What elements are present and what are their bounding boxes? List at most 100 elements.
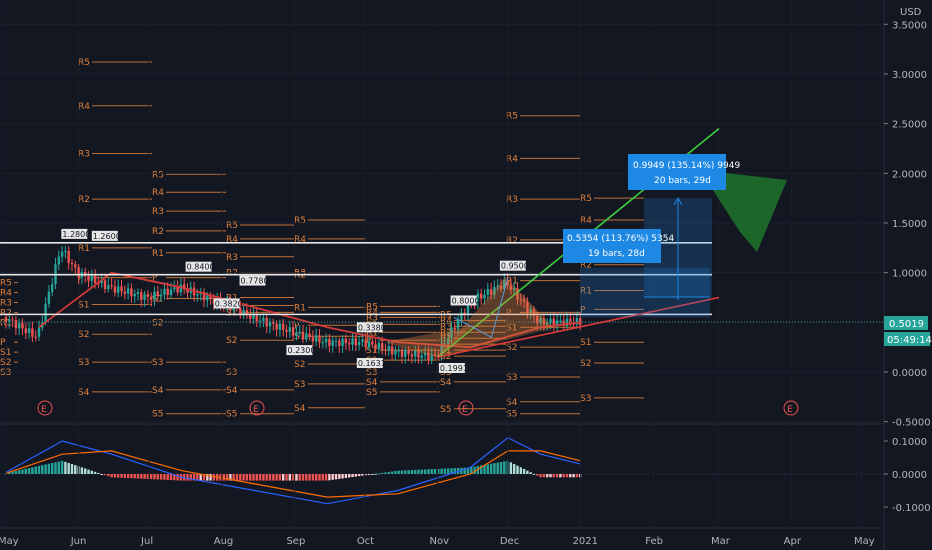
harmonic-pattern[interactable] <box>385 326 472 358</box>
candle-body <box>410 354 414 357</box>
macd-histogram-bar <box>285 474 288 481</box>
pivot-label: P <box>0 338 6 348</box>
macd-histogram-bar <box>84 468 87 474</box>
macd-histogram-bar <box>11 471 14 474</box>
harmonic-pattern[interactable] <box>436 276 554 358</box>
price-badge: 0.3380 <box>358 323 386 332</box>
candle-body <box>242 310 245 316</box>
macd-histogram-bar <box>308 474 311 481</box>
macd-histogram-bar <box>513 463 516 474</box>
price-badge: 0.7780 <box>241 277 269 286</box>
candle-body <box>390 346 394 355</box>
candle-body <box>486 289 489 295</box>
candle-body <box>67 250 70 264</box>
macd-histogram-bar <box>159 474 163 480</box>
candle-body <box>562 320 565 326</box>
measure-box-2[interactable]: 0.5354 (113.76%) 5354 19 bars, 28d <box>563 229 674 263</box>
pivot-label: R3 <box>78 149 90 159</box>
earnings-marker[interactable]: E <box>783 400 799 416</box>
measure-box-1[interactable]: 0.9949 (135.14%) 9949 20 bars, 29d <box>628 154 740 190</box>
candle-body <box>354 338 357 346</box>
macd-histogram-bar <box>489 463 493 474</box>
macd-histogram-bar <box>282 474 285 481</box>
candle-body <box>74 264 77 268</box>
macd-histogram-bar <box>130 474 133 479</box>
target-arrow[interactable] <box>700 170 787 252</box>
candle-body <box>70 263 74 265</box>
pivot-label: R1 <box>294 303 306 313</box>
candle-body <box>407 350 410 355</box>
macd-histogram-bar <box>143 474 146 479</box>
candle-body <box>291 327 295 336</box>
pivot-label: R1 <box>366 328 378 338</box>
pivot-label: S3 <box>294 380 305 390</box>
candle-body <box>245 310 249 315</box>
candle-body <box>348 343 351 345</box>
candle-body <box>239 307 242 316</box>
macd-histogram-bar <box>390 471 394 474</box>
candle-body <box>140 292 143 300</box>
candle-body <box>282 323 285 330</box>
pivot-label: P <box>580 305 586 315</box>
macd-histogram-bar <box>295 474 298 481</box>
earnings-marker-circle <box>249 400 265 416</box>
earnings-marker[interactable]: E <box>249 400 265 416</box>
macd-axis[interactable]: 0.1000 0.0000 -0.1000 <box>884 437 931 514</box>
pivot-label: R5 <box>366 302 378 312</box>
candle-body <box>483 294 486 299</box>
pivot-label: R3 <box>152 207 164 217</box>
pivot-label: S1 <box>294 332 305 342</box>
pivot-label: P <box>152 274 158 284</box>
last-price-tag: 0.5019 05:49:14 <box>884 316 932 346</box>
measure-box-1-bg <box>628 154 726 190</box>
candle-body <box>480 293 483 299</box>
candle-body <box>331 340 334 346</box>
candle-body <box>90 275 93 281</box>
pivot-label: S4 <box>152 386 164 396</box>
candle-body <box>156 291 159 297</box>
time-axis[interactable]: May Jun Jul Aug Sep Oct Nov Dec 2021 Feb Mar Apr May <box>0 536 875 547</box>
projection-range[interactable] <box>580 267 710 318</box>
macd-histogram-bar <box>291 474 295 481</box>
candle-body <box>404 350 407 357</box>
macd-histogram-bar <box>318 474 321 481</box>
macd-histogram-bar <box>460 467 463 474</box>
macd-tick-label: -0.1000 <box>892 503 931 514</box>
candle-body <box>301 331 305 340</box>
support-trendline[interactable] <box>437 296 720 358</box>
candle-body <box>117 286 120 293</box>
earnings-marker[interactable]: E <box>458 400 474 416</box>
macd-histogram-bar <box>268 474 272 481</box>
macd-histogram-bar <box>542 474 546 478</box>
candle-body <box>275 323 278 330</box>
macd-histogram-bar <box>301 474 305 481</box>
candle-body <box>397 350 400 352</box>
macd-histogram-bar <box>503 461 506 474</box>
pattern-leg[interactable] <box>453 277 509 338</box>
price-tick-label: 2.5000 <box>892 120 927 131</box>
pivot-label: R5 <box>152 170 164 180</box>
macd-histogram-bar <box>423 469 427 474</box>
pivot-label: S1 <box>506 323 517 333</box>
pivot-label: R5 <box>506 112 518 122</box>
candle-body <box>11 319 14 321</box>
pivot-label: R4 <box>580 216 592 226</box>
macd-histogram-bar <box>21 469 24 474</box>
macd-histogram-bar <box>516 465 519 474</box>
pivot-label: R1 <box>78 244 90 254</box>
macd-histogram-bar <box>192 474 196 481</box>
candle-body <box>575 318 579 325</box>
macd-histogram-bar <box>222 474 225 481</box>
candle-body <box>496 285 499 288</box>
price-badge-bg <box>61 228 88 239</box>
pivot-label: R4 <box>226 235 238 245</box>
candle-body <box>466 300 470 314</box>
macd-histogram-bar <box>90 470 93 474</box>
candle-body <box>427 352 430 361</box>
macd-histogram-bar <box>64 461 67 474</box>
candle-body <box>60 251 64 257</box>
macd-histogram-bar <box>397 470 400 474</box>
earnings-marker[interactable]: E <box>37 400 53 416</box>
candle-body <box>44 303 47 323</box>
